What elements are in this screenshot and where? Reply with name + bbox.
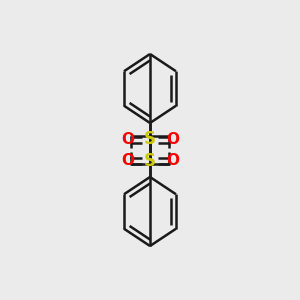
Text: O: O (121, 132, 134, 147)
Text: O: O (166, 153, 179, 168)
Text: S: S (144, 130, 156, 148)
Text: O: O (121, 153, 134, 168)
Text: S: S (144, 152, 156, 169)
Text: O: O (166, 132, 179, 147)
